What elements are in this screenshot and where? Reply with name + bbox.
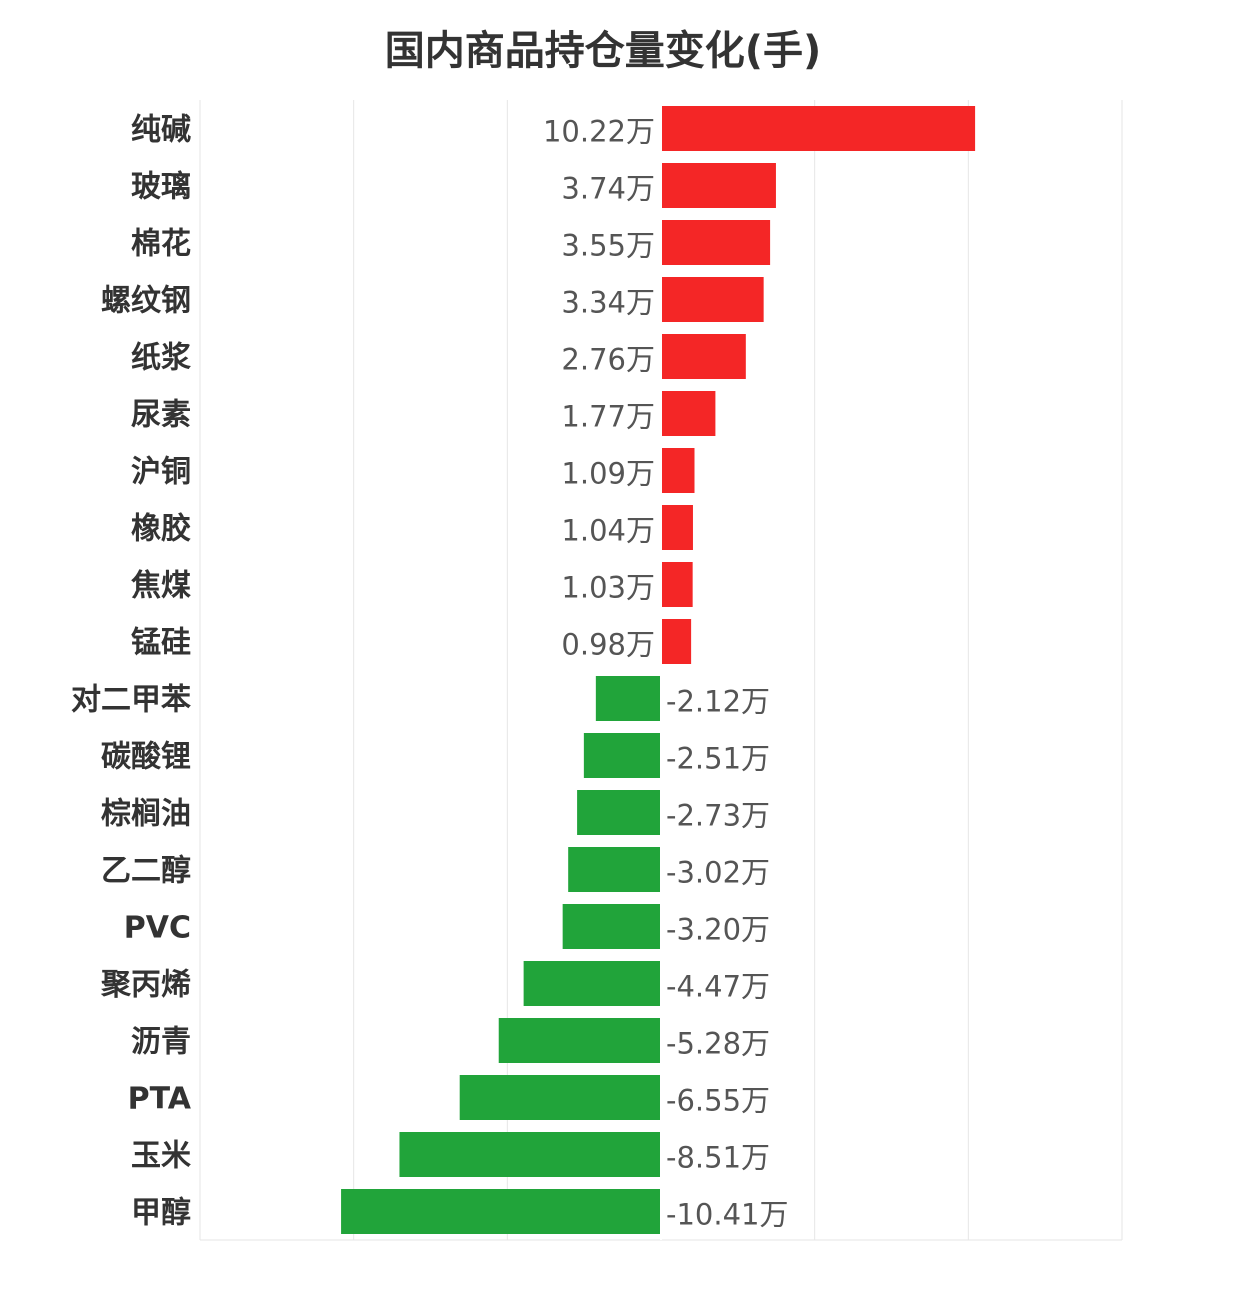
data-label: 2.76万 [561, 343, 655, 377]
bar [459, 1075, 661, 1120]
category-label: 螺纹钢 [101, 284, 191, 319]
category-label: 尿素 [131, 398, 191, 433]
category-label: 棕榈油 [101, 797, 191, 832]
category-label: 玻璃 [131, 170, 191, 205]
category-label: 沪铜 [131, 455, 191, 490]
category-label: 纸浆 [131, 341, 191, 376]
bar [568, 847, 661, 892]
category-label: PVC [124, 911, 191, 946]
category-label: 乙二醇 [101, 854, 191, 889]
category-label: 对二甲苯 [71, 683, 191, 718]
data-label: -4.47万 [666, 970, 770, 1004]
bar [583, 733, 661, 778]
category-label: 棉花 [131, 227, 191, 262]
bar [661, 505, 693, 550]
data-label: -8.51万 [666, 1141, 770, 1175]
category-label: 纯碱 [131, 113, 191, 148]
bar [498, 1018, 661, 1063]
data-label: 0.98万 [561, 628, 655, 662]
data-label: -10.41万 [666, 1198, 789, 1232]
data-label: 1.09万 [561, 457, 655, 491]
bar [661, 334, 746, 379]
data-label: -2.51万 [666, 742, 770, 776]
bar [661, 391, 716, 436]
bar [595, 676, 661, 721]
data-label: -2.12万 [666, 685, 770, 719]
data-label: 3.34万 [561, 286, 655, 320]
category-label: 橡胶 [131, 512, 191, 547]
bar [661, 448, 695, 493]
bar [661, 220, 771, 265]
bar [523, 961, 661, 1006]
data-label: -3.20万 [666, 913, 770, 947]
data-label: 1.77万 [561, 400, 655, 434]
bar [661, 619, 692, 664]
category-label: 锰硅 [131, 626, 191, 661]
category-label: 沥青 [131, 1025, 191, 1060]
category-label: 聚丙烯 [100, 968, 191, 1003]
data-label: 1.03万 [561, 571, 655, 605]
bar [661, 562, 693, 607]
data-label: 1.04万 [561, 514, 655, 548]
bar [562, 904, 661, 949]
data-label: -2.73万 [666, 799, 770, 833]
bar [661, 106, 976, 151]
category-label: 玉米 [131, 1139, 191, 1174]
data-label: -3.02万 [666, 856, 770, 890]
category-label: 甲醇 [131, 1196, 191, 1231]
data-label: 10.22万 [543, 115, 655, 149]
bar [341, 1189, 661, 1234]
data-label: -5.28万 [666, 1027, 770, 1061]
data-label: 3.55万 [561, 229, 655, 263]
data-label: 3.74万 [561, 172, 655, 206]
category-label: 焦煤 [131, 569, 191, 604]
bar [399, 1132, 661, 1177]
bar [661, 277, 764, 322]
chart-title: 国内商品持仓量变化(手) [384, 28, 822, 74]
bar [661, 163, 776, 208]
category-label: PTA [128, 1082, 192, 1117]
category-label: 碳酸锂 [101, 740, 191, 775]
data-label: -6.55万 [666, 1084, 770, 1118]
bar [577, 790, 661, 835]
